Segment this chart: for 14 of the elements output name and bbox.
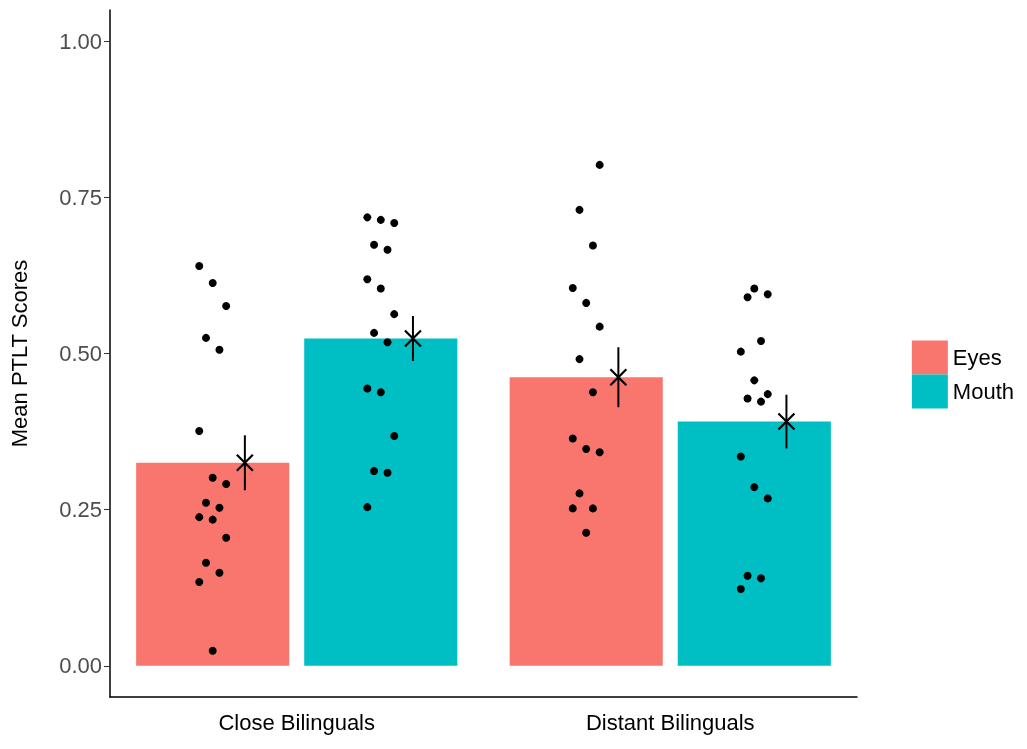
- y-tick-label: 0.50: [59, 341, 102, 366]
- legend-label: Eyes: [952, 345, 1002, 370]
- bar: [677, 421, 831, 666]
- y-tick-label: 0.25: [59, 497, 102, 523]
- x-tick-label: Distant Bilinguals: [585, 709, 755, 735]
- legend-label: Mouth: [952, 379, 1015, 404]
- bar: [304, 338, 458, 666]
- y-tick-label: 1.00: [59, 28, 102, 54]
- bar: [136, 462, 290, 666]
- y-tick-label: 0.00: [59, 653, 102, 679]
- y-tick-label: 0.75: [59, 184, 102, 210]
- x-tick-label: Close Bilinguals: [218, 709, 376, 735]
- y-axis-title: Mean PTLT Scores: [6, 259, 32, 448]
- bar: [509, 377, 663, 666]
